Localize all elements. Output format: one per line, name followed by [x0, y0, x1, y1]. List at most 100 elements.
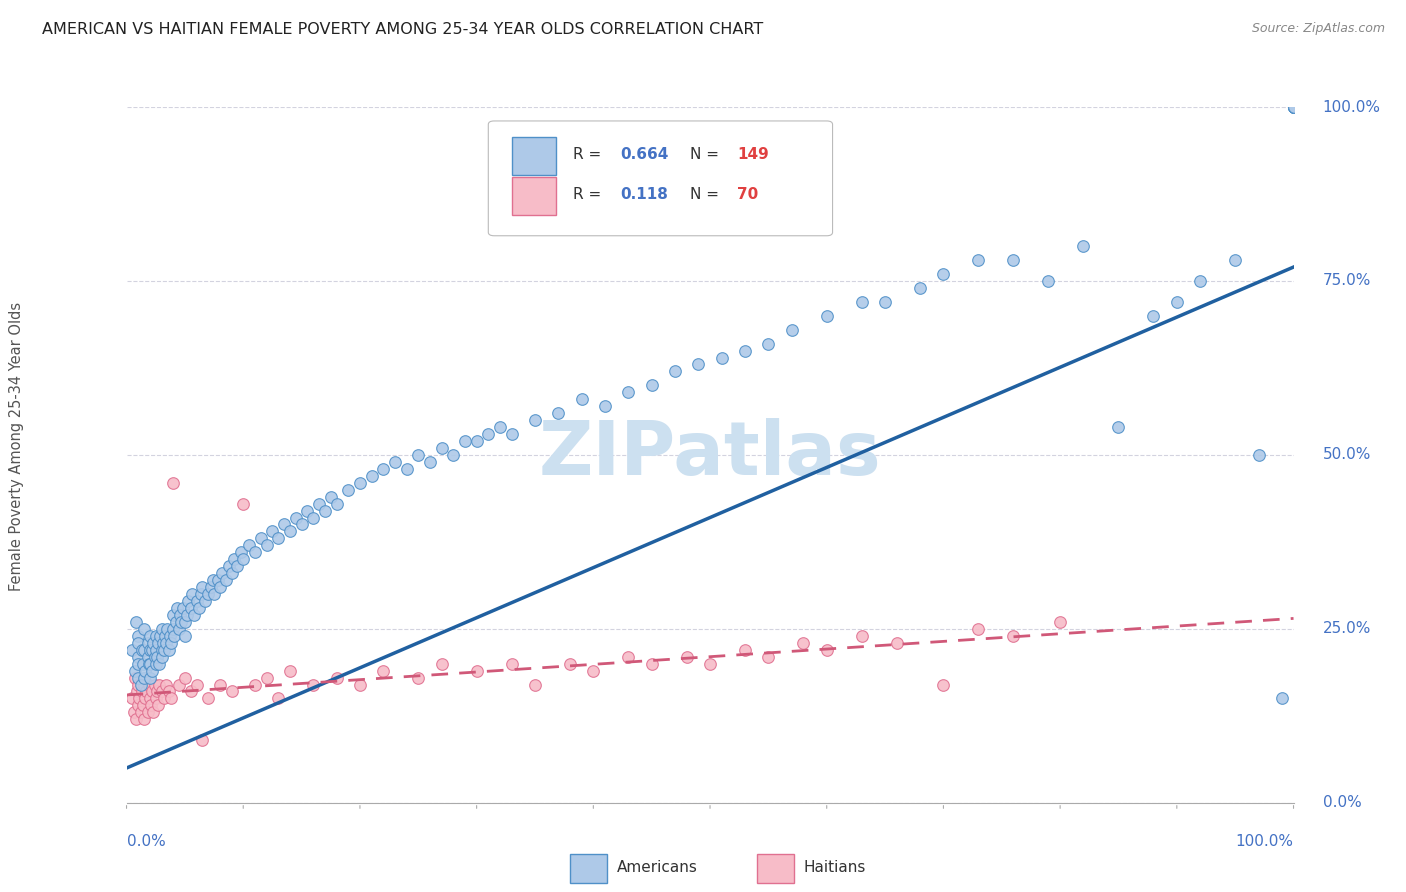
Point	[127, 629, 149, 643]
Point	[190, 587, 212, 601]
Point	[582, 664, 605, 678]
Point	[127, 698, 149, 713]
Point	[1282, 100, 1305, 114]
Point	[932, 677, 955, 691]
Text: 70: 70	[737, 186, 758, 202]
Point	[523, 677, 546, 691]
Point	[197, 587, 219, 601]
Point	[1282, 100, 1305, 114]
Point	[132, 657, 155, 671]
Point	[132, 677, 155, 691]
Point	[641, 378, 664, 392]
Point	[124, 664, 146, 678]
Point	[128, 691, 150, 706]
Text: 50.0%: 50.0%	[1323, 448, 1371, 462]
Point	[160, 636, 183, 650]
Point	[160, 691, 183, 706]
Point	[142, 706, 165, 720]
Point	[249, 532, 271, 546]
Point	[131, 684, 153, 698]
Point	[1002, 253, 1025, 268]
Point	[186, 677, 208, 691]
Text: 75.0%: 75.0%	[1323, 274, 1371, 288]
Text: R =: R =	[574, 186, 606, 202]
Point	[129, 677, 152, 691]
Point	[170, 615, 193, 629]
Point	[127, 671, 149, 685]
Text: 0.664: 0.664	[620, 147, 668, 161]
Point	[465, 664, 488, 678]
Point	[208, 677, 231, 691]
Text: Source: ZipAtlas.com: Source: ZipAtlas.com	[1251, 22, 1385, 36]
Point	[232, 497, 254, 511]
Point	[1282, 100, 1305, 114]
Point	[1142, 309, 1164, 323]
Text: Haitians: Haitians	[803, 860, 866, 875]
Point	[617, 385, 640, 400]
Point	[349, 677, 371, 691]
FancyBboxPatch shape	[488, 121, 832, 235]
Point	[139, 691, 162, 706]
Point	[141, 664, 163, 678]
Point	[967, 622, 990, 636]
Point	[243, 545, 266, 559]
Point	[967, 253, 990, 268]
Point	[153, 642, 176, 657]
Point	[162, 475, 184, 490]
Point	[908, 281, 931, 295]
Point	[278, 664, 301, 678]
Point	[125, 684, 148, 698]
Point	[617, 649, 640, 664]
Text: 0.118: 0.118	[620, 186, 668, 202]
Point	[734, 642, 756, 657]
Point	[408, 671, 430, 685]
Point	[180, 587, 202, 601]
Point	[162, 622, 184, 636]
Point	[384, 455, 406, 469]
Point	[1166, 294, 1188, 309]
Text: ZIPatlas: ZIPatlas	[538, 418, 882, 491]
Point	[489, 420, 512, 434]
Point	[477, 427, 499, 442]
FancyBboxPatch shape	[512, 177, 555, 215]
Point	[465, 434, 488, 448]
Text: Americans: Americans	[617, 860, 697, 875]
Point	[337, 483, 360, 497]
Point	[238, 538, 260, 552]
Point	[780, 323, 803, 337]
Point	[136, 706, 159, 720]
Point	[430, 657, 453, 671]
Point	[201, 573, 224, 587]
Point	[290, 517, 312, 532]
Point	[1038, 274, 1060, 288]
Point	[688, 358, 710, 372]
Point	[256, 538, 278, 552]
Point	[157, 642, 180, 657]
Point	[127, 677, 149, 691]
Point	[149, 629, 172, 643]
Point	[267, 532, 290, 546]
Point	[132, 698, 155, 713]
Point	[139, 657, 162, 671]
Point	[162, 607, 184, 622]
Point	[176, 607, 198, 622]
Text: R =: R =	[574, 147, 606, 161]
Point	[136, 636, 159, 650]
Point	[302, 510, 325, 524]
Text: Female Poverty Among 25-34 Year Olds: Female Poverty Among 25-34 Year Olds	[10, 301, 24, 591]
Point	[142, 636, 165, 650]
Point	[1108, 420, 1130, 434]
Point	[166, 601, 188, 615]
Point	[132, 712, 155, 726]
Point	[734, 343, 756, 358]
Point	[150, 649, 173, 664]
Point	[169, 607, 191, 622]
Point	[1282, 100, 1305, 114]
Point	[232, 552, 254, 566]
Text: AMERICAN VS HAITIAN FEMALE POVERTY AMONG 25-34 YEAR OLDS CORRELATION CHART: AMERICAN VS HAITIAN FEMALE POVERTY AMONG…	[42, 22, 763, 37]
Point	[127, 657, 149, 671]
Point	[145, 629, 167, 643]
Text: N =: N =	[690, 186, 724, 202]
Point	[547, 406, 569, 420]
Point	[191, 733, 214, 747]
